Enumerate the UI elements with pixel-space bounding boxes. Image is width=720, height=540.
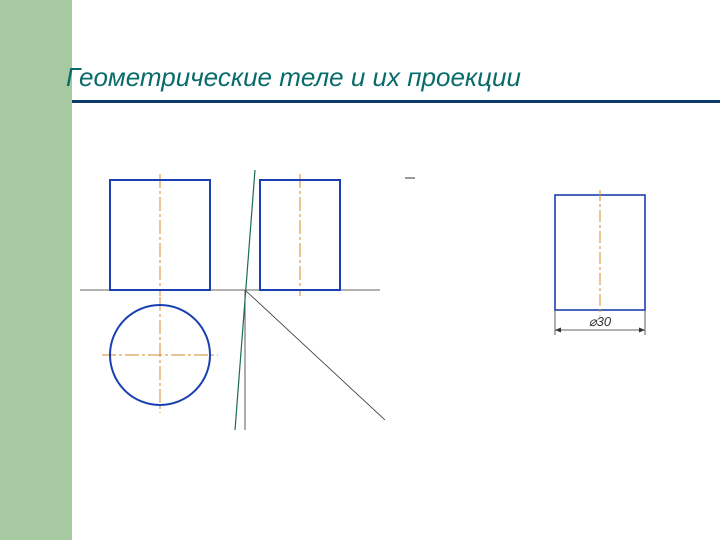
cylinder-front-view-dimensioned: ⌀30 — [545, 190, 665, 370]
slide-sidebar — [0, 0, 72, 540]
stray-mark — [405, 176, 417, 180]
title-underline — [72, 100, 720, 103]
slide-title: Геометрические теле и их проекции — [66, 62, 521, 93]
orthographic-projections-diagram — [80, 170, 400, 445]
diameter-dimension-label: ⌀30 — [589, 314, 612, 329]
